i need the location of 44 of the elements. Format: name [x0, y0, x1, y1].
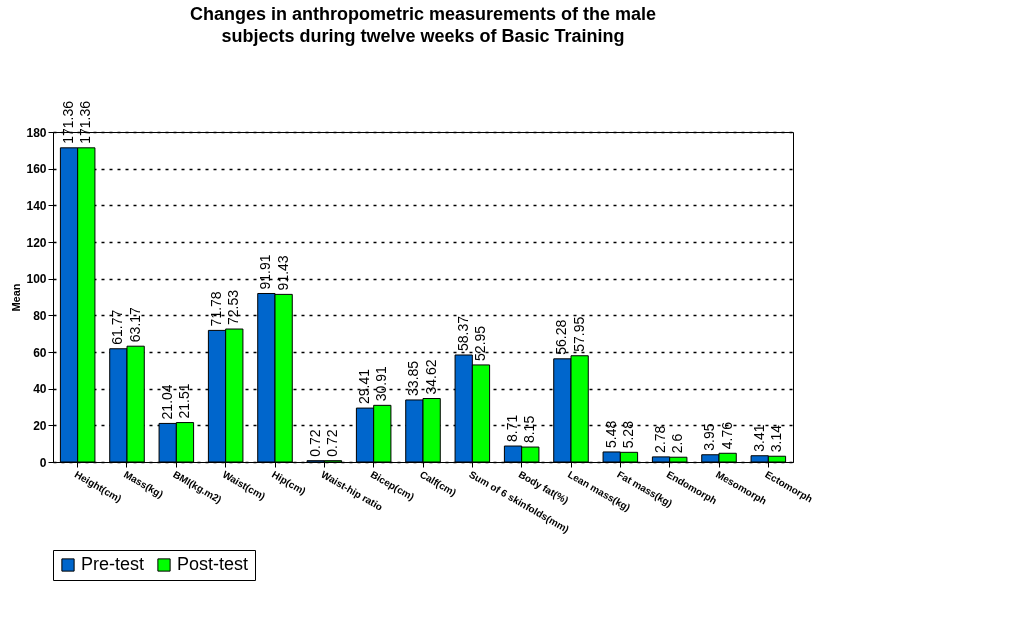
y-tick-label: 120 — [26, 235, 47, 250]
data-label: 56.28 — [553, 319, 570, 355]
data-label: 57.95 — [570, 316, 587, 352]
data-label: 0.72 — [323, 429, 340, 457]
data-label: 30.91 — [373, 366, 390, 402]
y-axis-title: Mean — [10, 283, 23, 312]
data-label: 3.14 — [767, 424, 784, 453]
data-label: 72.53 — [225, 289, 242, 326]
y-tick-label: 180 — [26, 125, 47, 140]
data-label: 5.28 — [619, 420, 636, 449]
data-label: 3.41 — [750, 424, 767, 452]
y-tick-label: 20 — [33, 418, 47, 433]
legend-label: Post-test — [177, 554, 249, 574]
data-label: 71.78 — [208, 291, 225, 327]
y-tick-label: 100 — [26, 272, 47, 287]
data-label: 61.77 — [109, 309, 126, 345]
data-label: 5.48 — [602, 420, 619, 448]
chart-title: Changes in anthropometric measurements of the male subjects during twelve weeks of Basic Training — [189, 4, 657, 47]
data-label: 91.91 — [257, 254, 274, 290]
data-label: 2.78 — [652, 425, 669, 453]
data-label: 91.43 — [274, 255, 291, 291]
data-label: 171.36 — [60, 100, 77, 144]
data-label: 171.36 — [77, 100, 94, 144]
data-label: 3.95 — [701, 423, 718, 451]
data-label: 34.62 — [422, 359, 439, 395]
legend-label: Pre-test — [81, 554, 145, 574]
data-label: 4.76 — [718, 421, 735, 450]
data-label: 33.85 — [405, 360, 422, 396]
y-tick-label: 80 — [33, 308, 47, 323]
y-tick-label: 140 — [26, 198, 47, 213]
y-tick-label: 60 — [33, 345, 47, 360]
data-label: 21.51 — [175, 383, 192, 419]
data-label: 29.41 — [356, 368, 373, 405]
data-label: 52.95 — [471, 325, 488, 361]
data-label: 21.04 — [158, 384, 175, 420]
y-tick-label: 160 — [26, 162, 47, 177]
data-label: 0.72 — [306, 429, 323, 457]
data-label: 2.6 — [669, 433, 686, 454]
y-tick-label: 40 — [33, 382, 47, 397]
data-label: 8.71 — [504, 414, 521, 443]
data-label: 58.37 — [454, 315, 471, 351]
y-tick-label: 0 — [39, 455, 47, 470]
data-label: 8.15 — [521, 415, 538, 444]
data-label: 63.17 — [126, 306, 143, 343]
